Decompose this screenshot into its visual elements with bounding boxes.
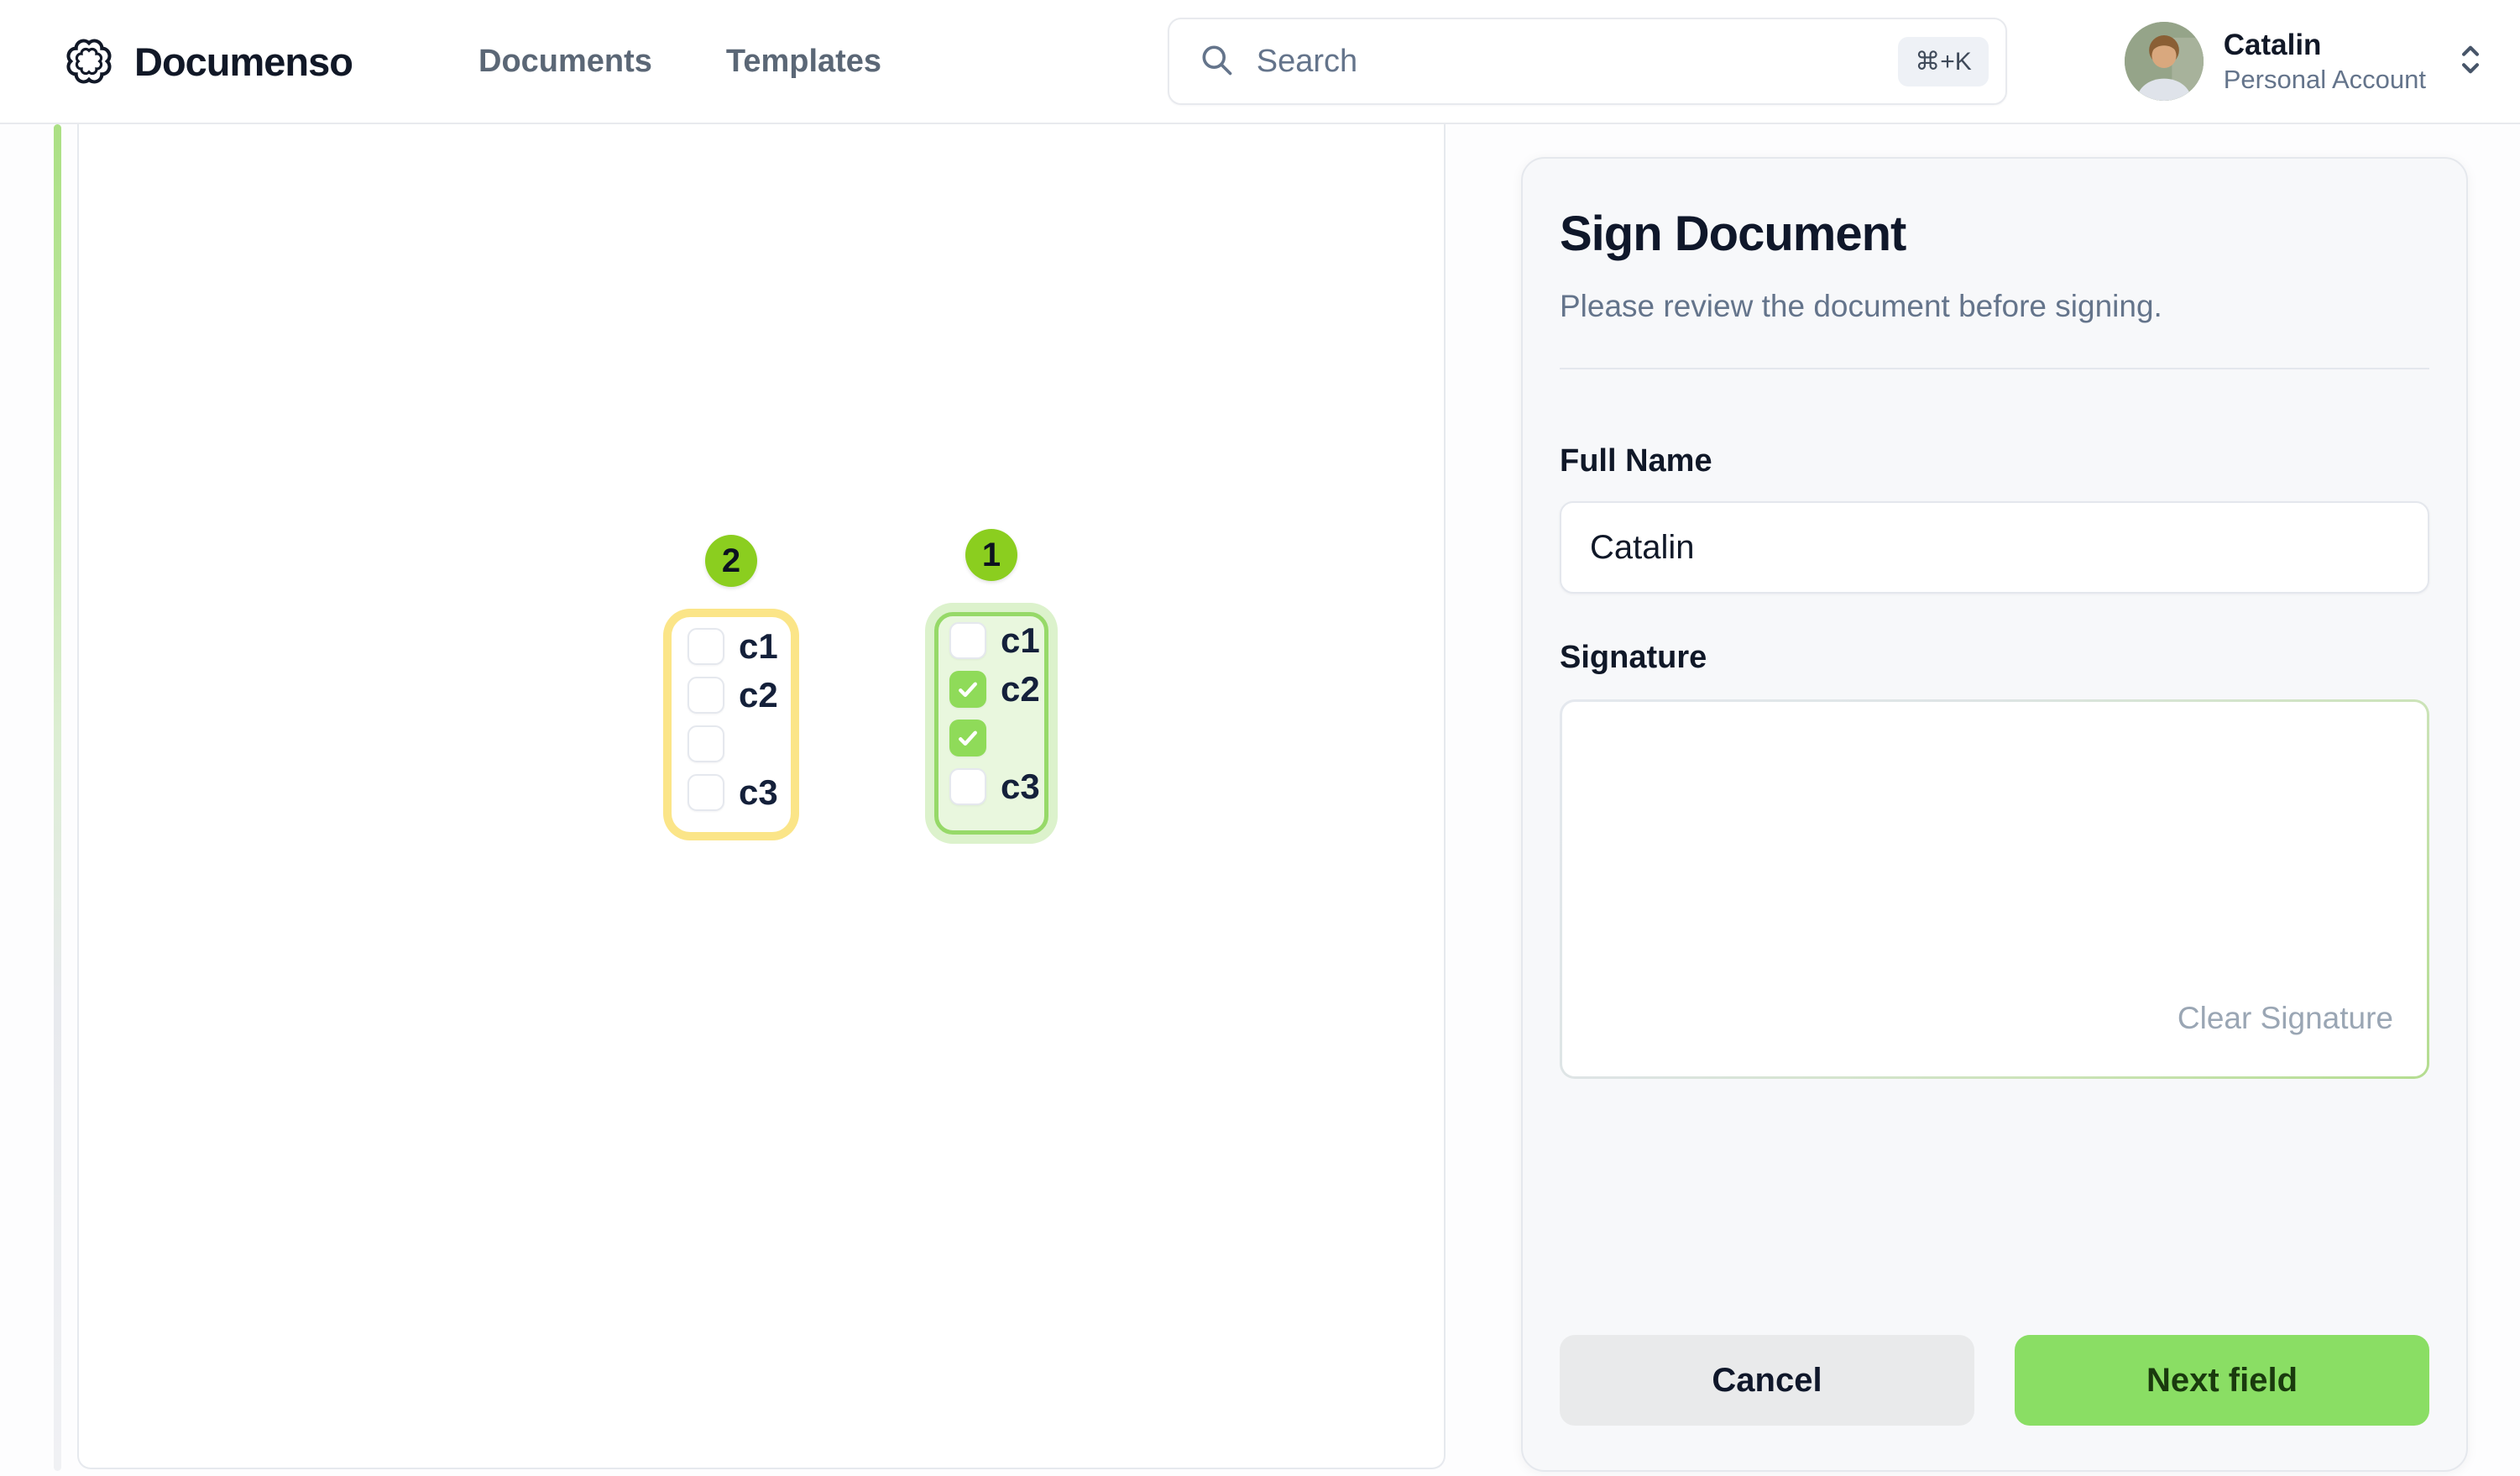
checkbox-option-label: c3 xyxy=(1001,767,1040,806)
user-meta: Catalin Personal Account xyxy=(2224,27,2426,97)
panel-divider xyxy=(1560,368,2429,369)
checkbox-unchecked[interactable] xyxy=(688,677,724,714)
user-menu[interactable]: Catalin Personal Account xyxy=(2124,22,2486,101)
checkbox-unchecked[interactable] xyxy=(949,768,986,805)
checkbox-option-row[interactable]: c3 xyxy=(677,768,786,817)
checkbox-unchecked[interactable] xyxy=(949,622,986,659)
checkbox-option-row[interactable] xyxy=(677,720,786,768)
checkbox-unchecked[interactable] xyxy=(688,628,724,665)
brand-logo[interactable]: Documenso xyxy=(62,34,353,88)
user-name: Catalin xyxy=(2223,28,2322,61)
signature-pad[interactable]: Clear Signature xyxy=(1562,702,2427,1076)
cancel-button[interactable]: Cancel xyxy=(1560,1335,1974,1426)
chevron-up-down-icon xyxy=(2455,39,2486,84)
checkbox-field-group[interactable]: 1 c1 c2 c3 xyxy=(934,529,1048,835)
checkbox-option-row[interactable]: c2 xyxy=(677,671,786,720)
checkbox-unchecked[interactable] xyxy=(688,774,724,811)
panel-actions: Cancel Next field xyxy=(1560,1335,2429,1426)
full-name-input[interactable] xyxy=(1560,501,2429,594)
checkbox-option-label: c3 xyxy=(739,772,778,812)
panel-title: Sign Document xyxy=(1560,207,1906,261)
checkbox-option-row[interactable]: c3 xyxy=(938,762,1044,811)
main-content: 2 c1 c2 c3 1 c1 c2 c3 Sign Document Please revi… xyxy=(0,124,2520,1476)
top-navbar: Documenso Documents Templates ⌘+K Catali xyxy=(0,0,2520,124)
search-icon xyxy=(1198,41,1235,82)
checkbox-option-row[interactable]: c1 xyxy=(677,622,786,671)
checkbox-option-row[interactable] xyxy=(938,714,1044,762)
search-shortcut-badge: ⌘+K xyxy=(1898,36,1989,86)
field-order-badge: 2 xyxy=(705,535,757,587)
signature-label: Signature xyxy=(1560,640,1707,675)
checkbox-option-label: c1 xyxy=(1001,620,1040,660)
clear-signature-button[interactable]: Clear Signature xyxy=(2177,1001,2393,1035)
checkbox-checked-icon[interactable] xyxy=(949,720,986,756)
checkbox-option-row[interactable]: c2 xyxy=(938,665,1044,714)
nav-documents[interactable]: Documents xyxy=(478,43,652,79)
main-nav: Documents Templates xyxy=(478,44,881,80)
field-order-badge: 1 xyxy=(965,529,1017,581)
user-account-type: Personal Account xyxy=(2223,64,2426,94)
checkbox-field-group[interactable]: 2 c1 c2 c3 xyxy=(672,535,791,832)
checkbox-option-label: c1 xyxy=(739,626,778,666)
nav-templates[interactable]: Templates xyxy=(725,43,882,79)
search-bar[interactable]: ⌘+K xyxy=(1167,18,2007,105)
search-input[interactable] xyxy=(1254,42,1899,81)
document-progress-accent xyxy=(54,124,61,1471)
checkbox-option-label: c2 xyxy=(1001,669,1040,709)
checkbox-option-row[interactable]: c1 xyxy=(938,616,1044,665)
checkbox-unchecked[interactable] xyxy=(688,725,724,762)
checkbox-checked-icon[interactable] xyxy=(949,671,986,708)
signature-pad-border: Clear Signature xyxy=(1560,699,2429,1079)
full-name-label: Full Name xyxy=(1560,443,1712,479)
avatar xyxy=(2124,22,2204,101)
checkbox-option-label: c2 xyxy=(739,675,778,714)
sign-document-panel: Sign Document Please review the document… xyxy=(1521,157,2468,1472)
brand-name: Documenso xyxy=(134,39,353,84)
next-field-button[interactable]: Next field xyxy=(2015,1335,2429,1426)
documenso-seal-icon xyxy=(62,34,116,88)
panel-subtitle: Please review the document before signin… xyxy=(1560,289,2162,323)
